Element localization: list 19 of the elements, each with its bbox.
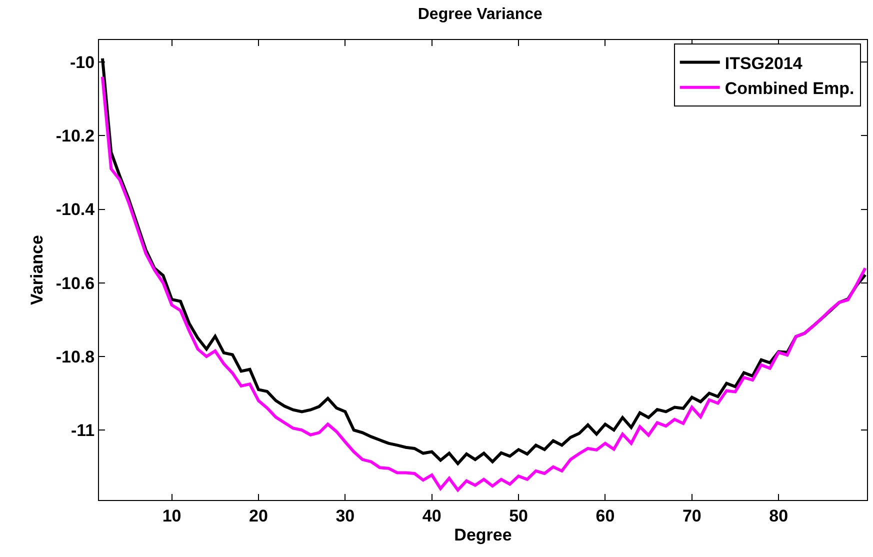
x-tick-label: 70 — [682, 506, 702, 526]
y-tick-label: -10 — [70, 53, 95, 72]
y-tick-label: -10.6 — [56, 274, 95, 293]
y-axis-title: Variance — [27, 235, 46, 305]
x-tick-label: 80 — [769, 506, 788, 526]
y-tick-label: -11 — [70, 421, 95, 440]
y-tick-label: -10.2 — [56, 126, 95, 146]
x-axis-title: Degree — [454, 525, 512, 544]
x-tick-label: 40 — [422, 506, 442, 526]
x-tick-label: 30 — [336, 506, 355, 526]
x-tick-label: 20 — [249, 506, 268, 526]
x-tick-label: 60 — [596, 506, 615, 526]
x-tick-label: 10 — [162, 506, 182, 526]
y-tick-label: -10.4 — [56, 200, 96, 220]
x-tick-label: 50 — [509, 506, 528, 526]
chart-title: Degree Variance — [418, 6, 543, 24]
legend-label: Combined Emp. — [724, 78, 854, 98]
legend-label: ITSG2014 — [724, 54, 803, 73]
y-tick-label: -10.8 — [56, 347, 95, 366]
